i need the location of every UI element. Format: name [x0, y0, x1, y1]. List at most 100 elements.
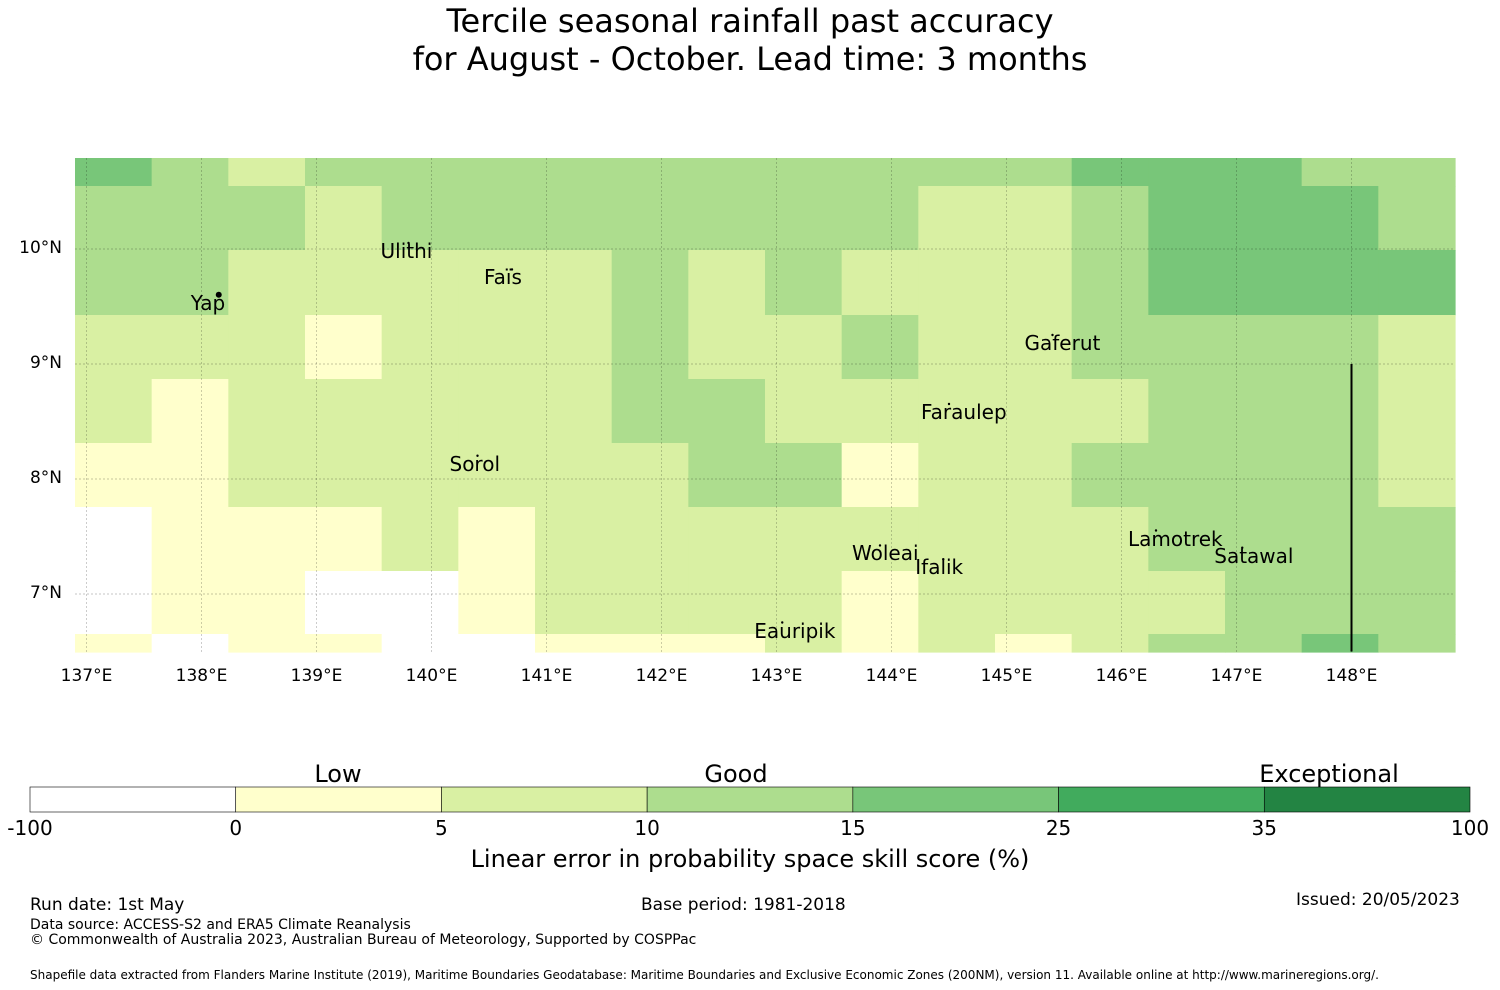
skill-cell: [228, 158, 306, 187]
skill-cell: [305, 443, 383, 508]
lon-tick-label: 141°E: [520, 666, 573, 686]
skill-cell: [151, 634, 229, 653]
skill-cell: [688, 571, 766, 635]
skill-cell: [918, 379, 996, 444]
skill-cell: [75, 571, 153, 635]
place-label: Sorol: [449, 451, 501, 476]
skill-cell: [381, 186, 459, 251]
skill-cell: [1225, 634, 1303, 653]
skill-cell: [458, 571, 536, 635]
skill-cell: [1071, 158, 1149, 187]
colorbar-segment: [852, 786, 1059, 813]
skill-cell: [305, 315, 383, 380]
skill-cell: [765, 571, 843, 635]
skill-cell: [75, 379, 153, 444]
colorbar-tick-label: 0: [229, 816, 243, 840]
skill-cell: [918, 443, 996, 508]
place-label: Lamotrek: [1128, 526, 1223, 551]
skill-cell: [918, 571, 996, 635]
skill-cell: [995, 186, 1073, 251]
colorbar-segment: [1263, 786, 1471, 813]
colorbar-segment: [1058, 786, 1265, 813]
skill-cell: [918, 315, 996, 380]
skill-cell: [151, 158, 229, 187]
island-marker: [215, 291, 222, 298]
place-label: Faïs: [484, 265, 522, 290]
skill-cell: [765, 634, 843, 653]
skill-cell: [1148, 443, 1226, 508]
skill-cell: [995, 634, 1073, 653]
skill-cell: [611, 250, 689, 316]
skill-cell: [688, 507, 766, 572]
skill-cell: [305, 379, 383, 444]
skill-cell: [458, 186, 536, 251]
skill-cell: [1071, 315, 1149, 380]
skill-cell: [381, 158, 459, 187]
skill-cell: [381, 634, 459, 653]
colorbar-segment: [235, 786, 442, 813]
copyright: © Commonwealth of Australia 2023, Austra…: [30, 932, 697, 948]
island-marker: [510, 268, 514, 271]
skill-cell: [611, 443, 689, 508]
colorbar-label: Linear error in probability space skill …: [470, 845, 1030, 873]
skill-cell: [1301, 571, 1379, 635]
title-line-2: for August - October. Lead time: 3 month…: [412, 40, 1088, 78]
colorbar-tick-label: -100: [7, 816, 53, 840]
place-label: Yap: [190, 290, 226, 315]
skill-cell: [458, 250, 536, 316]
skill-cell: [688, 315, 766, 380]
skill-cell: [1378, 571, 1456, 635]
skill-cell: [918, 250, 996, 316]
skill-cell: [1071, 507, 1149, 572]
skill-cell: [458, 443, 536, 508]
skill-cell: [381, 507, 459, 572]
skill-cell: [151, 443, 229, 508]
skill-cell: [228, 571, 306, 635]
colorbar-tick-label: 35: [1251, 816, 1277, 840]
skill-cell: [688, 379, 766, 444]
place-label: Satawal: [1214, 543, 1294, 568]
skill-cell: [841, 379, 919, 444]
skill-cell: [1148, 250, 1226, 316]
skill-cell: [611, 315, 689, 380]
skill-cell: [458, 158, 536, 187]
skill-cell: [688, 158, 766, 187]
lon-tick-label: 147°E: [1210, 666, 1263, 686]
skill-cell: [381, 315, 459, 380]
colorbar-segment: [441, 786, 648, 813]
skill-cell: [1301, 507, 1379, 572]
skill-cell: [1225, 315, 1303, 380]
skill-cell: [1225, 443, 1303, 508]
skill-cell: [1301, 250, 1379, 316]
skill-cell: [305, 186, 383, 251]
skill-cell: [535, 158, 613, 187]
graticule: [75, 158, 1455, 652]
skill-cell: [305, 250, 383, 316]
skill-cell: [841, 250, 919, 316]
skill-cells: [75, 158, 1456, 653]
island-markers: [215, 241, 1244, 624]
lon-tick-label: 148°E: [1325, 666, 1378, 686]
skill-cell: [765, 507, 843, 572]
island-marker: [942, 558, 945, 561]
colorbar-category-label: Low: [314, 760, 362, 788]
skill-cell: [1071, 186, 1149, 251]
skill-cell: [1378, 379, 1456, 444]
skill-cell: [1378, 315, 1456, 380]
skill-cell: [995, 315, 1073, 380]
skill-cell: [1378, 158, 1456, 187]
issued-date: Issued: 20/05/2023: [1296, 890, 1460, 910]
skill-cell: [228, 186, 306, 251]
skill-cell: [841, 507, 919, 572]
skill-cell: [381, 443, 459, 508]
skill-cell: [1071, 250, 1149, 316]
skill-cell: [611, 186, 689, 251]
skill-cell: [1148, 315, 1226, 380]
skill-cell: [305, 571, 383, 635]
skill-cell: [1378, 250, 1456, 316]
skill-cell: [535, 634, 613, 653]
lon-tick-label: 138°E: [175, 666, 228, 686]
skill-cell: [765, 379, 843, 444]
skill-cell: [1071, 379, 1149, 444]
skill-cell: [1225, 571, 1303, 635]
